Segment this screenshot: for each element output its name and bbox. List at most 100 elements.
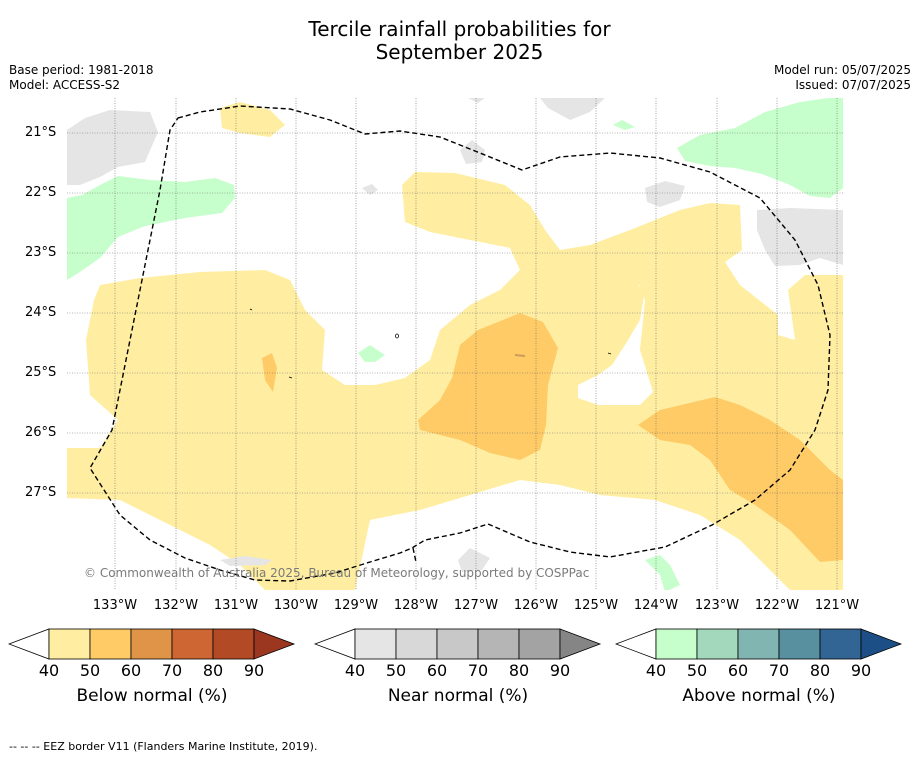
colorbar-1-segment-1 <box>395 628 438 660</box>
colorbar-1-segment-2 <box>436 628 479 660</box>
lon-label-125w: 125°W <box>573 598 619 613</box>
colorbar-1-segment-0 <box>354 628 397 660</box>
lon-label-133w: 133°W <box>92 598 138 613</box>
lat-label-21s: 21°S <box>25 125 57 140</box>
lat-label-24s: 24°S <box>25 305 57 320</box>
colorbar-0-tick-70: 70 <box>161 661 183 680</box>
lon-label-121w: 121°W <box>814 598 860 613</box>
near-normal-spot-6 <box>468 98 485 103</box>
lon-label-127w: 127°W <box>453 598 499 613</box>
above-normal-region-ne <box>677 98 843 198</box>
colorbar-0-segment-1 <box>89 628 132 660</box>
lat-label-23s: 23°S <box>25 245 57 260</box>
lon-label-132w: 132°W <box>153 598 199 613</box>
map-plot <box>67 98 843 590</box>
colorbar-1-segment-3 <box>477 628 520 660</box>
colorbar-1-tick-50: 50 <box>385 661 407 680</box>
colorbar-2-segment-4 <box>819 628 862 660</box>
model-run: Model run: 05/07/2025 <box>773 63 911 77</box>
colorbar-1-lower-extend <box>314 628 356 660</box>
colorbar-1-upper-extend <box>559 628 602 660</box>
colorbar-0-segment-2 <box>130 628 173 660</box>
colorbar-2-segment-1 <box>696 628 739 660</box>
latitude-gridlines <box>67 132 843 494</box>
colorbar-0-tick-40: 40 <box>38 661 60 680</box>
lon-label-124w: 124°W <box>633 598 679 613</box>
colorbar-near-normal <box>314 628 602 660</box>
near-normal-spot-1 <box>645 181 685 207</box>
above-normal-region-west <box>67 176 235 280</box>
near-normal-region-nw <box>67 110 158 185</box>
above-normal-spot-2 <box>613 120 635 130</box>
colorbar-above-normal <box>615 628 903 660</box>
near-normal-spot-3 <box>458 548 490 572</box>
colorbar-2-lower-extend <box>615 628 657 660</box>
model-run-info: Model run: 05/07/2025 Issued: 07/07/2025 <box>774 63 911 93</box>
near-normal-spot-2 <box>460 140 485 164</box>
colorbar-1-tick-80: 80 <box>508 661 530 680</box>
colorbar-0-lower-extend <box>8 628 50 660</box>
map-title: Tercile rainfall probabilities for Septe… <box>0 18 919 64</box>
issued-date: Issued: 07/07/2025 <box>795 78 911 92</box>
map-fields <box>67 98 843 590</box>
eez-footer-note: -- -- -- EEZ border V11 (Flanders Marine… <box>9 740 318 753</box>
above-normal-spot-3 <box>645 555 680 590</box>
near-normal-region-top <box>540 98 605 120</box>
lon-label-126w: 126°W <box>513 598 559 613</box>
colorbar-title-near: Near normal (%) <box>387 686 529 706</box>
colorbar-2-upper-extend <box>860 628 903 660</box>
eez-border <box>89 105 831 582</box>
below-normal-60-region-east <box>638 397 843 562</box>
copyright-notice: © Commonwealth of Australia 2025, Bureau… <box>84 566 590 580</box>
colorbar-0-tick-60: 60 <box>120 661 142 680</box>
colorbar-1-tick-60: 60 <box>426 661 448 680</box>
below-normal-60-region <box>418 313 558 460</box>
colorbar-0-tick-90: 90 <box>243 661 265 680</box>
colorbar-1-tick-90: 90 <box>549 661 571 680</box>
island-markers <box>249 308 612 379</box>
lon-label-122w: 122°W <box>754 598 800 613</box>
lat-label-25s: 25°S <box>25 365 57 380</box>
colorbar-0-segment-4 <box>212 628 255 660</box>
eez-border-segment <box>412 547 417 563</box>
colorbar-2-tick-80: 80 <box>809 661 831 680</box>
above-normal-spot-1 <box>358 345 385 362</box>
lon-label-123w: 123°W <box>694 598 740 613</box>
colorbar-2-tick-40: 40 <box>645 661 667 680</box>
near-normal-spot-4 <box>220 556 272 566</box>
lat-label-27s: 27°S <box>25 485 57 500</box>
lon-label-131w: 131°W <box>213 598 259 613</box>
title-line-1: Tercile rainfall probabilities for <box>308 17 611 41</box>
lon-label-128w: 128°W <box>393 598 439 613</box>
lat-label-22s: 22°S <box>25 185 57 200</box>
colorbar-1-tick-40: 40 <box>344 661 366 680</box>
lon-label-129w: 129°W <box>333 598 379 613</box>
lon-label-130w: 130°W <box>273 598 319 613</box>
colorbar-2-tick-60: 60 <box>727 661 749 680</box>
colorbar-title-above: Above normal (%) <box>682 686 836 706</box>
title-line-2: September 2025 <box>375 40 544 64</box>
colorbar-0-segment-0 <box>48 628 91 660</box>
near-normal-spot-5 <box>362 184 378 195</box>
colorbar-2-tick-70: 70 <box>768 661 790 680</box>
colorbar-2-segment-2 <box>737 628 780 660</box>
colorbar-2-tick-90: 90 <box>850 661 872 680</box>
colorbar-0-upper-extend <box>253 628 296 660</box>
below-normal-60-spot <box>262 353 277 392</box>
colorbar-title-below: Below normal (%) <box>76 686 228 706</box>
colorbar-below-normal <box>8 628 296 660</box>
colorbar-1-tick-70: 70 <box>467 661 489 680</box>
colorbar-0-segment-3 <box>171 628 214 660</box>
colorbar-2-segment-3 <box>778 628 821 660</box>
near-normal-region-ne <box>757 208 843 266</box>
colorbar-1-segment-4 <box>518 628 561 660</box>
colorbar-0-tick-50: 50 <box>79 661 101 680</box>
lat-label-26s: 26°S <box>25 425 57 440</box>
colorbar-2-segment-0 <box>655 628 698 660</box>
longitude-gridlines <box>114 98 838 590</box>
model-name: Model: ACCESS-S2 <box>9 78 121 92</box>
base-period-info: Base period: 1981-2018 Model: ACCESS-S2 <box>9 63 154 93</box>
base-period: Base period: 1981-2018 <box>9 63 154 77</box>
colorbar-0-tick-80: 80 <box>202 661 224 680</box>
colorbar-2-tick-50: 50 <box>686 661 708 680</box>
